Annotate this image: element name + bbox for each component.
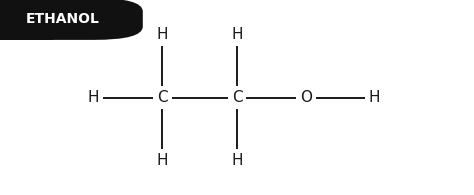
Text: H: H <box>157 153 168 168</box>
Bar <box>0 0 53 40</box>
Text: H: H <box>231 153 243 168</box>
Text: H: H <box>231 27 243 42</box>
Text: H: H <box>369 90 381 105</box>
Text: O: O <box>300 90 312 105</box>
Text: H: H <box>88 90 100 105</box>
Text: ETHANOL: ETHANOL <box>26 12 100 26</box>
Text: C: C <box>157 90 168 105</box>
Text: C: C <box>232 90 242 105</box>
FancyBboxPatch shape <box>0 0 143 40</box>
Text: H: H <box>157 27 168 42</box>
